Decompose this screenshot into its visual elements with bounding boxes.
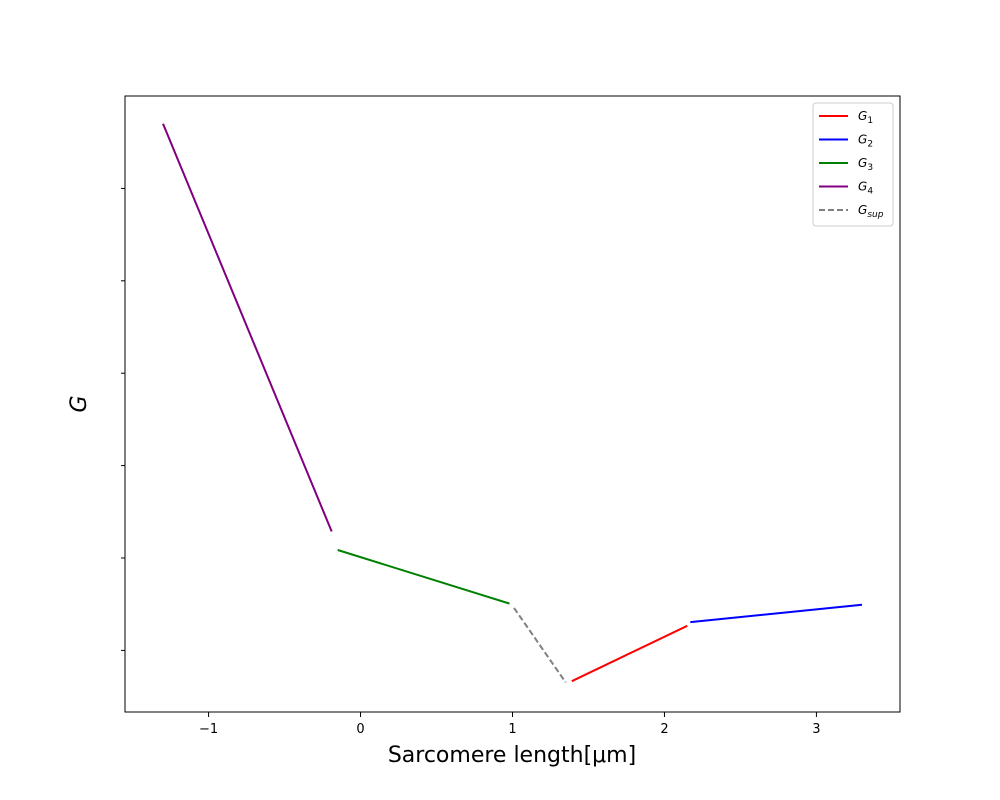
legend-box — [812, 102, 894, 227]
series-line-G2 — [690, 603, 863, 624]
x-tick-label: 1 — [508, 722, 516, 737]
x-tick-label: 0 — [356, 722, 364, 737]
x-tick-label: 2 — [660, 722, 668, 737]
legend: G1 G2 G3 G4 Gsup — [812, 102, 894, 227]
x-axis-ticks: −1 0 1 2 3 — [199, 712, 821, 737]
series-line-G1 — [571, 624, 688, 683]
legend-label: G1 — [858, 109, 873, 126]
x-tick-label: −1 — [199, 722, 218, 737]
legend-label: G2 — [858, 133, 873, 150]
legend-label: G3 — [858, 156, 873, 173]
series-line-Gsup — [513, 607, 567, 683]
series-line-G3 — [337, 549, 510, 605]
legend-label: G4 — [858, 180, 873, 197]
x-tick-label: 3 — [812, 722, 820, 737]
series-layer — [162, 123, 863, 683]
y-axis-label: G — [67, 395, 92, 412]
legend-label: Gsup — [858, 203, 884, 220]
x-axis-label: Sarcomere length[μm] — [388, 743, 636, 768]
y-axis-ticks — [121, 187, 125, 651]
plot-area — [124, 95, 901, 713]
series-line-G4 — [162, 123, 333, 532]
